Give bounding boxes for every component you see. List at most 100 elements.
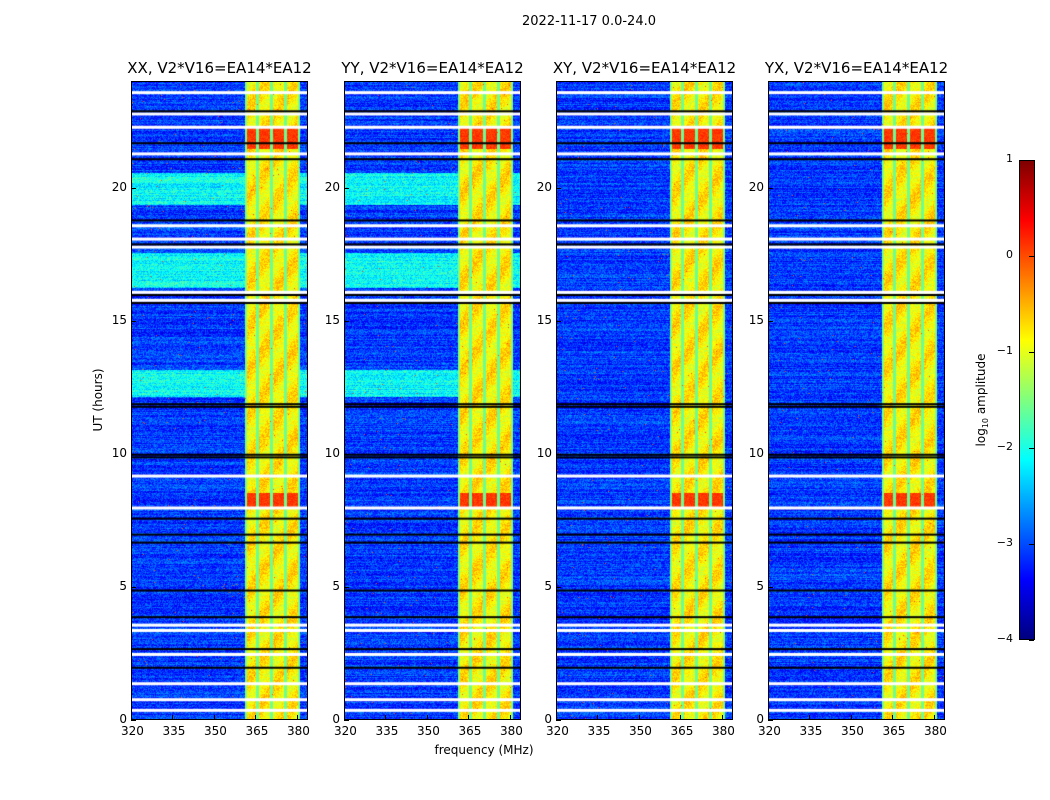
panel-title-yx: YX, V2*V16=EA14*EA12 (764, 59, 949, 77)
y-tick-label: 0 (756, 712, 764, 726)
x-tick-label: 365 (245, 724, 269, 738)
x-tick-label: 380 (923, 724, 947, 738)
heatmap-yy (345, 82, 520, 719)
panel-title-yy: YY, V2*V16=EA14*EA12 (341, 59, 524, 77)
x-tick-mark (131, 715, 132, 720)
y-tick-label: 10 (111, 445, 127, 460)
x-tick-mark (809, 715, 811, 720)
heatmap-xx (132, 82, 307, 719)
colorbar-tick-label: −1 (996, 344, 1013, 357)
x-tick-label: 380 (499, 724, 523, 738)
x-tick-label: 320 (334, 724, 357, 738)
y-tick-mark (344, 720, 349, 721)
y-tick-mark (131, 320, 136, 322)
y-tick-mark (768, 720, 773, 721)
y-tick-label: 20 (748, 179, 764, 194)
colorbar-tick-mark (1029, 160, 1034, 161)
panel-title-xx: XX, V2*V16=EA14*EA12 (127, 59, 312, 77)
y-tick-label: 15 (324, 312, 340, 327)
x-tick-label: 380 (711, 724, 735, 738)
x-tick-mark (468, 715, 470, 720)
x-tick-mark (556, 715, 557, 720)
x-tick-label: 335 (799, 724, 823, 738)
x-tick-label: 320 (121, 724, 144, 738)
x-tick-mark (296, 715, 298, 720)
x-tick-mark (509, 715, 511, 720)
y-tick-mark (768, 320, 773, 322)
y-tick-mark (131, 720, 136, 721)
y-tick-label: 5 (332, 578, 340, 593)
x-tick-label: 335 (587, 724, 611, 738)
y-tick-mark (344, 453, 349, 455)
x-tick-label: 350 (628, 724, 652, 738)
x-tick-label: 365 (670, 724, 694, 738)
y-tick-label: 15 (111, 312, 127, 327)
y-tick-mark (556, 187, 561, 189)
heatmap-panel-xy (556, 81, 733, 720)
colorbar-tick-mark (1029, 352, 1034, 353)
x-tick-mark (255, 715, 257, 720)
heatmap-yx (769, 82, 944, 719)
colorbar-label: log10 amplitude (974, 354, 990, 447)
colorbar-label-prefix: log (973, 428, 988, 447)
y-tick-mark (556, 586, 561, 588)
y-tick-label: 0 (119, 712, 127, 726)
panel-title-xy: XY, V2*V16=EA14*EA12 (552, 59, 737, 77)
x-tick-mark (933, 715, 935, 720)
x-tick-mark (768, 715, 769, 720)
x-tick-label: 365 (882, 724, 906, 738)
colorbar-tick-mark (1029, 544, 1034, 545)
heatmap-panel-yy (344, 81, 521, 720)
y-tick-label: 0 (332, 712, 340, 726)
x-tick-mark (344, 715, 345, 720)
y-tick-label: 5 (119, 578, 127, 593)
colorbar-tick-label: −3 (996, 536, 1013, 549)
colorbar (1019, 160, 1035, 640)
x-tick-label: 365 (458, 724, 482, 738)
colorbar-tick-label: 0 (1006, 248, 1013, 261)
colorbar-tick-label: −2 (996, 440, 1013, 453)
y-tick-label: 5 (544, 578, 552, 593)
colorbar-tick-mark (1029, 640, 1034, 641)
x-tick-label: 350 (840, 724, 864, 738)
colorbar-label-sub: 10 (981, 417, 991, 429)
x-tick-mark (172, 715, 174, 720)
colorbar-tick-mark (1029, 256, 1034, 257)
y-tick-mark (344, 586, 349, 588)
y-tick-mark (556, 320, 561, 322)
y-tick-label: 20 (536, 179, 552, 194)
y-axis-label: UT (hours) (91, 368, 105, 432)
x-tick-label: 335 (162, 724, 186, 738)
x-tick-mark (426, 715, 428, 720)
y-tick-label: 10 (536, 445, 552, 460)
heatmap-panel-xx (131, 81, 308, 720)
y-tick-mark (344, 320, 349, 322)
x-tick-mark (597, 715, 599, 720)
x-tick-label: 320 (758, 724, 781, 738)
x-tick-label: 335 (375, 724, 399, 738)
x-tick-label: 380 (286, 724, 310, 738)
y-tick-mark (131, 453, 136, 455)
x-tick-mark (721, 715, 723, 720)
x-tick-mark (850, 715, 852, 720)
y-tick-label: 0 (544, 712, 552, 726)
x-tick-mark (680, 715, 682, 720)
y-tick-mark (556, 720, 561, 721)
y-tick-mark (131, 586, 136, 588)
y-tick-label: 15 (536, 312, 552, 327)
colorbar-tick-mark (1029, 448, 1034, 449)
y-tick-mark (768, 586, 773, 588)
x-tick-label: 350 (203, 724, 227, 738)
x-tick-label: 350 (416, 724, 440, 738)
heatmap-panel-yx (768, 81, 945, 720)
y-tick-mark (768, 187, 773, 189)
colorbar-tick-label: 1 (1006, 152, 1013, 165)
y-tick-mark (768, 453, 773, 455)
x-tick-label: 320 (546, 724, 569, 738)
x-tick-mark (385, 715, 387, 720)
x-tick-mark (638, 715, 640, 720)
y-tick-label: 20 (111, 179, 127, 194)
y-tick-label: 15 (748, 312, 764, 327)
x-axis-label: frequency (MHz) (434, 743, 534, 757)
colorbar-label-suffix: amplitude (973, 353, 988, 418)
